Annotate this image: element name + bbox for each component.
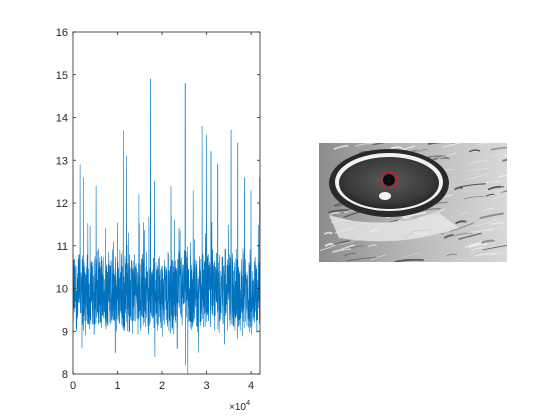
fur-stroke (479, 212, 504, 220)
x-axis: 0 1 2 3 4 (70, 32, 254, 392)
fur-stroke (493, 191, 507, 196)
fur-stroke (467, 230, 483, 234)
fur-stroke (476, 143, 492, 146)
lower-fur-patch (329, 213, 459, 242)
fur-stroke (400, 252, 421, 259)
y-tick-label: 15 (56, 70, 68, 82)
fur-stroke (469, 160, 489, 165)
fur-stroke (460, 212, 470, 215)
x-exponent-label: ×104 (229, 398, 250, 413)
x-tick-label: 2 (159, 380, 165, 392)
fur-stroke (416, 208, 445, 219)
fur-stroke (463, 196, 485, 200)
fur-stroke (490, 146, 507, 151)
x-tick-label: 1 (114, 380, 120, 392)
y-tick-label: 14 (56, 113, 68, 125)
fur-stroke (454, 232, 473, 237)
fur-stroke (437, 152, 457, 160)
fur-stroke (333, 144, 349, 151)
fur-stroke (475, 229, 493, 233)
y-tick-label: 16 (56, 27, 68, 39)
fur-stroke (461, 172, 490, 182)
fur-stroke (443, 234, 454, 239)
fur-stroke (491, 153, 507, 157)
y-tick-label: 10 (56, 284, 68, 296)
fur-stroke (503, 154, 507, 158)
pupil-marker-circle (380, 171, 398, 189)
fur-stroke (491, 193, 507, 200)
fur-stroke (343, 245, 365, 250)
y-tick-label: 11 (57, 241, 68, 253)
fur-stroke (443, 143, 461, 148)
fur-stroke (329, 211, 340, 216)
fur-stroke (497, 174, 507, 178)
fur-stroke (505, 170, 507, 172)
fur-stroke (485, 181, 501, 184)
fur-stroke (397, 217, 412, 222)
fur-stroke (468, 149, 481, 153)
fur-stroke (454, 186, 463, 191)
fur-stroke (346, 256, 377, 262)
fur-stroke (481, 239, 495, 244)
fur-stroke (464, 241, 483, 249)
fur-stroke (497, 226, 507, 229)
fur-stroke (332, 247, 351, 254)
fur-stroke (481, 207, 494, 213)
y-tick-label: 13 (56, 155, 68, 167)
fur-stroke (449, 222, 475, 232)
fur-stroke (372, 143, 387, 146)
signal-series-line (73, 78, 260, 374)
eye-reflection (379, 192, 391, 200)
fur-stroke (323, 231, 333, 236)
fur-stroke (489, 221, 506, 226)
y-tick-label: 8 (62, 369, 68, 381)
fur-stroke (468, 243, 488, 248)
fur-stroke (456, 143, 462, 145)
fur-stroke (459, 183, 486, 188)
y-tick-label: 9 (62, 326, 68, 338)
fur-stroke (319, 242, 341, 252)
fur-stroke (454, 257, 467, 262)
fur-stroke (488, 251, 507, 256)
fur-stroke (335, 240, 351, 246)
fur-stroke (446, 253, 458, 257)
fur-stroke (468, 168, 490, 172)
pupil (383, 174, 395, 186)
x-tick-label: 4 (248, 380, 254, 392)
fur-stroke (470, 247, 485, 252)
fur-stroke (341, 244, 356, 251)
fur-stroke (487, 185, 505, 191)
fur-stroke (324, 243, 334, 248)
x-tick-label: 3 (204, 380, 210, 392)
fur-stroke (390, 146, 403, 150)
fur-stroke (367, 244, 378, 248)
fur-stroke (342, 211, 360, 219)
fur-stroke (354, 143, 376, 147)
y-axis: 8 9 10 11 12 13 14 15 16 (56, 27, 260, 381)
fur-stroke (505, 202, 507, 204)
fur-stroke (473, 252, 498, 257)
fur-stroke (402, 211, 427, 219)
y-tick-label: 12 (56, 198, 68, 210)
fur-stroke (455, 220, 467, 225)
fur-stroke (482, 245, 507, 251)
x-tick-label: 0 (70, 380, 76, 392)
fur-stroke (417, 149, 428, 153)
fur-stroke (427, 143, 455, 146)
eye-image (319, 143, 507, 262)
fur-stroke (344, 252, 356, 257)
fur-stroke (474, 218, 498, 228)
fur-stroke (370, 254, 387, 261)
fur-stroke (394, 258, 424, 262)
fur-stroke (458, 232, 482, 240)
fur-stroke (502, 158, 507, 162)
